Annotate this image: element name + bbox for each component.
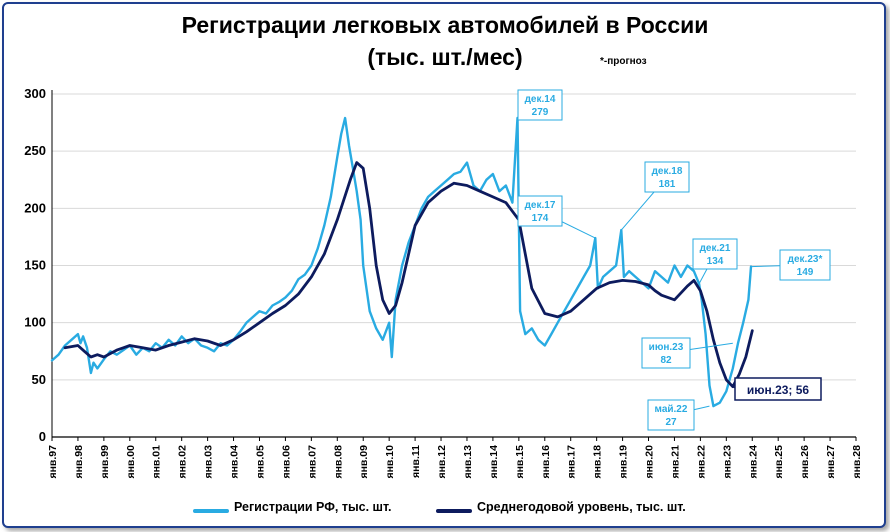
- x-tick-label: янв.22: [695, 445, 707, 479]
- x-tick-label: янв.19: [618, 445, 630, 479]
- series-line-average: [63, 161, 754, 389]
- x-tick-label: янв.11: [410, 445, 422, 478]
- callout-dec17-label: дек.17: [525, 200, 556, 211]
- x-tick-label: янв.27: [825, 445, 837, 479]
- x-tick-label: янв.00: [125, 445, 137, 479]
- callout-dec21-label: дек.21: [700, 243, 731, 254]
- callout-dec21-box: [692, 238, 738, 270]
- y-tick-label: 50: [32, 372, 46, 387]
- callout-may22-label: май.22: [655, 404, 688, 415]
- chart-title: Регистрации легковых автомобилей в Росси…: [181, 12, 709, 38]
- callout-jun23-label: июн.23: [649, 342, 684, 353]
- legend-label-registrations: Регистрации РФ, тыс. шт.: [234, 500, 392, 514]
- callout-jun23-value: 82: [660, 355, 672, 366]
- callout-dec23-box: [779, 249, 831, 281]
- callout-dec21-value: 134: [707, 256, 724, 267]
- y-tick-label: 300: [24, 86, 46, 101]
- x-tick-label: янв.97: [47, 445, 59, 479]
- x-tick-label: янв.01: [151, 445, 163, 479]
- x-tick-label: янв.12: [436, 445, 448, 479]
- x-tick-label: янв.15: [514, 445, 526, 479]
- y-tick-label: 100: [24, 315, 46, 330]
- x-tick-label: янв.02: [177, 445, 189, 479]
- y-tick-label: 0: [39, 429, 46, 444]
- callout-dec14-label: дек.14: [525, 94, 556, 105]
- x-tick-label: янв.23: [721, 445, 733, 479]
- x-tick-label: янв.04: [229, 445, 241, 479]
- y-tick-label: 200: [24, 200, 46, 215]
- callout-dec14-box: [517, 89, 563, 121]
- callout-avg-box: [734, 377, 822, 401]
- x-tick-label: янв.03: [203, 445, 215, 479]
- x-tick-label: янв.10: [384, 445, 396, 479]
- callout-jun23-box: [641, 337, 691, 369]
- x-tick-label: янв.07: [306, 445, 318, 479]
- callout-dec17-value: 174: [532, 213, 549, 224]
- callout-avg-label: июн.23; 56: [747, 383, 810, 397]
- callout-dec14-value: 279: [532, 107, 549, 118]
- callout-dec18-box: [644, 161, 690, 193]
- x-tick-label: янв.26: [799, 445, 811, 479]
- x-tick-label: янв.21: [669, 445, 681, 479]
- legend-swatch-registrations: [193, 509, 229, 513]
- y-tick-label: 150: [24, 258, 46, 273]
- x-tick-label: янв.20: [644, 445, 656, 479]
- x-tick-label: янв.05: [254, 445, 266, 479]
- x-tick-label: янв.25: [773, 445, 785, 479]
- callout-dec18-label: дек.18: [652, 166, 683, 177]
- x-tick-label: янв.09: [358, 445, 370, 479]
- y-tick-label: 250: [24, 143, 46, 158]
- legend-label-average: Среднегодовой уровень, тыс. шт.: [477, 500, 686, 514]
- x-tick-label: янв.13: [462, 445, 474, 479]
- callout-may22-box: [647, 399, 695, 431]
- x-tick-label: янв.14: [488, 445, 500, 479]
- x-tick-label: янв.28: [851, 445, 863, 479]
- x-tick-label: янв.98: [73, 445, 85, 479]
- legend-swatch-average: [436, 509, 472, 513]
- callout-may22-value: 27: [665, 417, 677, 428]
- callout-dec17-box: [517, 195, 563, 227]
- x-tick-label: янв.16: [540, 445, 552, 479]
- x-tick-label: янв.06: [280, 445, 292, 479]
- x-tick-label: янв.18: [592, 445, 604, 479]
- chart-subtitle: (тыс. шт./мес): [367, 44, 523, 70]
- x-tick-label: янв.08: [332, 445, 344, 479]
- x-tick-label: янв.24: [747, 445, 759, 479]
- callout-dec18-value: 181: [659, 179, 676, 190]
- x-tick-label: янв.99: [99, 445, 111, 479]
- forecast-note: *-прогноз: [600, 56, 647, 67]
- callout-dec23-label: дек.23*: [788, 254, 823, 265]
- x-tick-label: янв.17: [566, 445, 578, 479]
- callout-dec23-value: 149: [797, 267, 814, 278]
